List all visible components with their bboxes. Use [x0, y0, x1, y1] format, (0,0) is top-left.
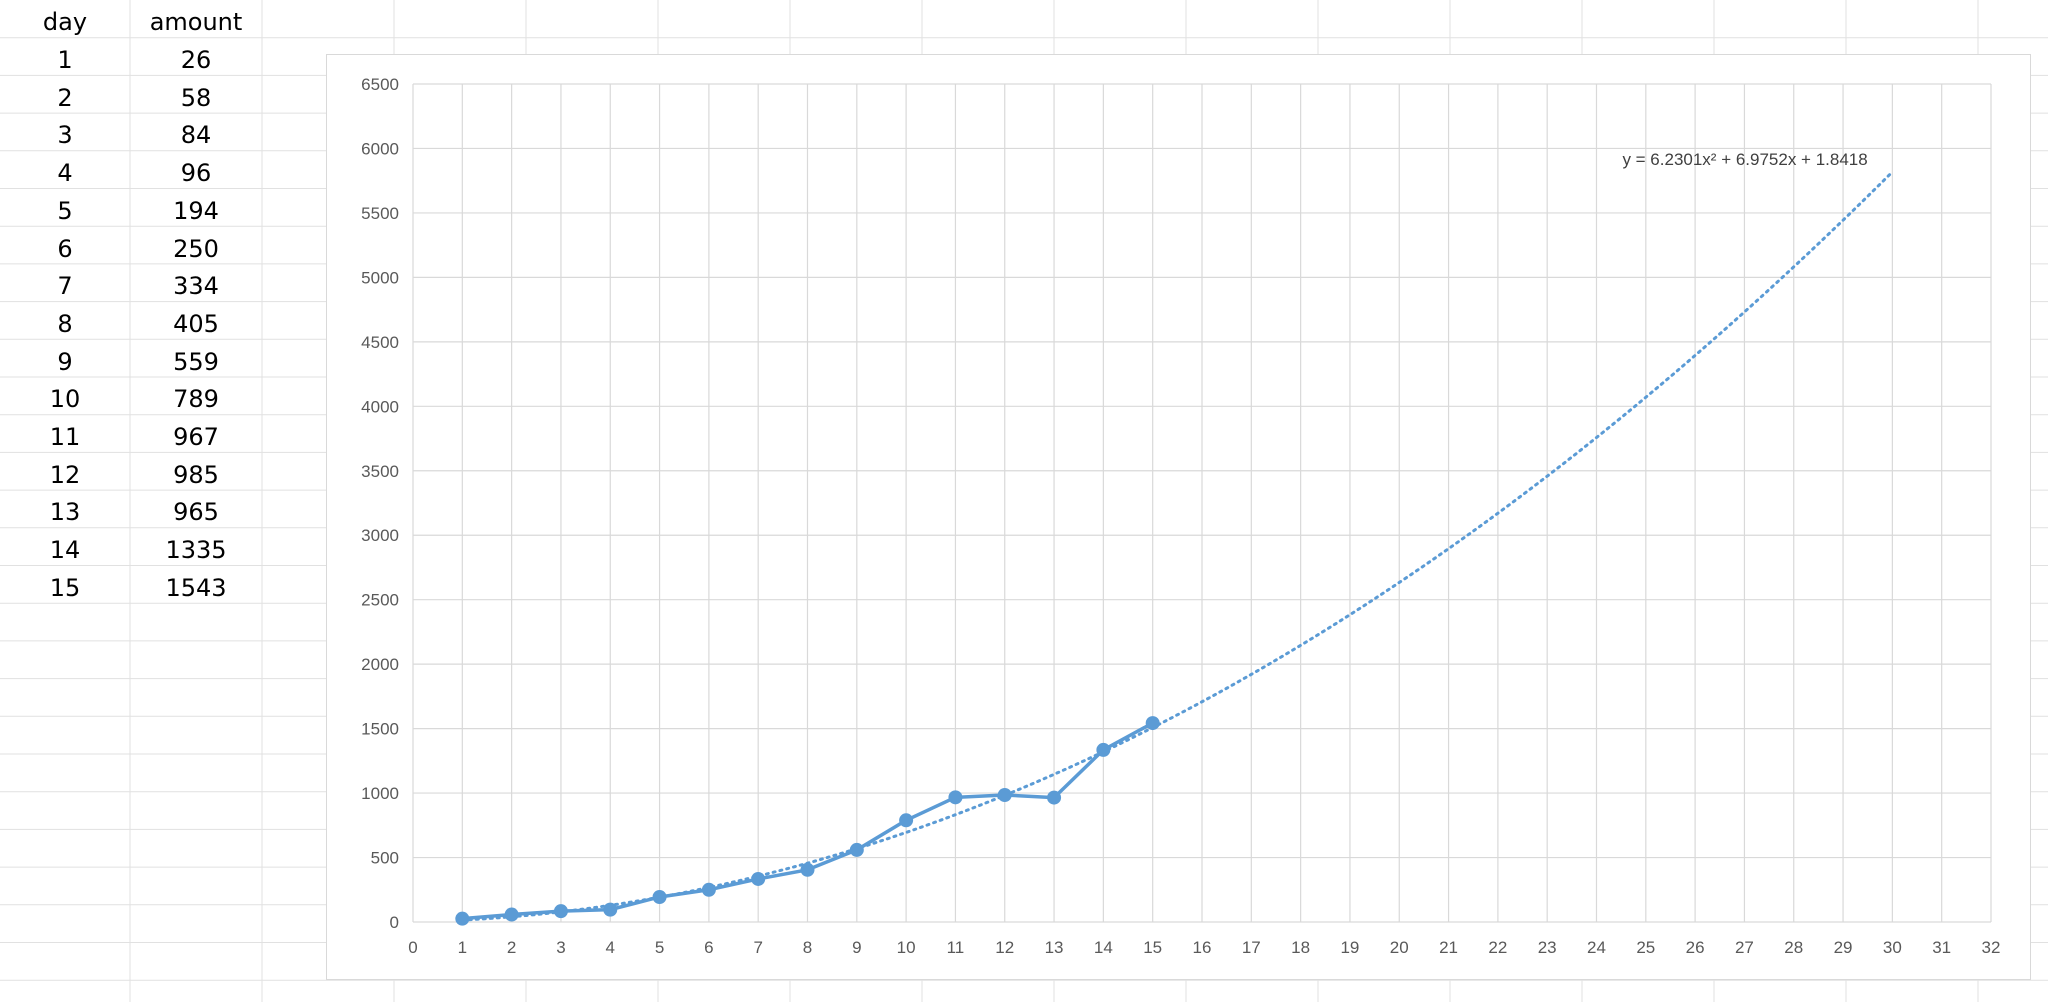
- x-tick-label: 23: [1538, 938, 1557, 957]
- x-tick-label: 27: [1735, 938, 1754, 957]
- cell-day[interactable]: 9: [57, 347, 73, 376]
- cell-amount[interactable]: 559: [173, 347, 219, 376]
- cell-amount[interactable]: 334: [173, 272, 219, 301]
- x-tick-label: 4: [606, 938, 615, 957]
- chart-area[interactable]: 0 500 1000 1500 2000 2500 3000 3500 4000 4500 5000…: [326, 54, 2031, 980]
- data-point: [1047, 790, 1062, 805]
- cell-day[interactable]: 15: [49, 573, 81, 602]
- data-point: [849, 842, 864, 857]
- x-tick-label: 24: [1587, 938, 1606, 957]
- y-tick-label: 500: [371, 849, 399, 868]
- x-tick-label: 22: [1488, 938, 1507, 957]
- data-point: [751, 871, 766, 886]
- cell-amount[interactable]: 789: [173, 385, 219, 414]
- trendline-equation: y = 6.2301x² + 6.9752x + 1.8418: [1622, 150, 1867, 169]
- data-point: [603, 902, 618, 917]
- x-tick-label: 30: [1883, 938, 1902, 957]
- cell-day[interactable]: 6: [57, 234, 73, 263]
- x-tick-label: 19: [1340, 938, 1359, 957]
- cell-day[interactable]: 8: [57, 309, 73, 338]
- data-point: [504, 907, 519, 922]
- x-tick-label: 32: [1982, 938, 2001, 957]
- x-tick-label: 8: [803, 938, 812, 957]
- x-tick-label: 1: [458, 938, 467, 957]
- y-tick-label: 1500: [361, 720, 399, 739]
- cell-amount[interactable]: 250: [173, 234, 219, 263]
- data-point: [800, 862, 815, 877]
- x-tick-label: 11: [947, 938, 965, 957]
- cell-amount[interactable]: 96: [180, 159, 212, 188]
- header-day[interactable]: day: [42, 8, 88, 36]
- x-tick-label: 0: [408, 938, 417, 957]
- x-tick-label: 25: [1636, 938, 1655, 957]
- data-point: [701, 882, 716, 897]
- y-tick-label: 1000: [361, 784, 399, 803]
- cell-day[interactable]: 7: [57, 272, 73, 301]
- cell-amount[interactable]: 26: [180, 46, 212, 74]
- data-point: [899, 813, 914, 828]
- data-point: [948, 790, 963, 805]
- x-tick-label: 2: [507, 938, 516, 957]
- data-point: [1096, 742, 1111, 757]
- cell-amount[interactable]: 194: [173, 196, 219, 225]
- x-tick-label: 7: [753, 938, 762, 957]
- x-tick-label: 21: [1439, 938, 1458, 957]
- x-tick-label: 26: [1686, 938, 1705, 957]
- cell-day[interactable]: 12: [49, 460, 81, 489]
- cell-day[interactable]: 13: [49, 498, 81, 527]
- y-tick-label: 5500: [361, 204, 399, 223]
- x-tick-label: 15: [1143, 938, 1162, 957]
- x-tick-label: 28: [1784, 938, 1803, 957]
- cell-amount[interactable]: 1543: [165, 573, 227, 602]
- cell-amount[interactable]: 967: [173, 423, 219, 451]
- cell-day[interactable]: 3: [57, 121, 73, 150]
- data-point: [652, 889, 667, 904]
- cell-amount[interactable]: 84: [180, 121, 212, 150]
- chart-svg: 0 500 1000 1500 2000 2500 3000 3500 4000 4500 5000…: [361, 75, 2001, 957]
- x-tick-label: 16: [1193, 938, 1212, 957]
- x-tick-label: 5: [655, 938, 664, 957]
- cell-day[interactable]: 1: [57, 46, 73, 74]
- x-tick-label: 12: [995, 938, 1014, 957]
- cell-day[interactable]: 11: [49, 423, 81, 451]
- x-tick-label: 29: [1834, 938, 1853, 957]
- y-tick-label: 5000: [361, 268, 399, 287]
- x-tick-label: 3: [556, 938, 565, 957]
- data-point: [553, 904, 568, 919]
- y-tick-label: 4500: [361, 333, 399, 352]
- y-tick-label: 6500: [361, 75, 399, 94]
- cell-amount[interactable]: 405: [173, 309, 219, 338]
- x-tick-label: 17: [1242, 938, 1261, 957]
- cell-day[interactable]: 5: [57, 196, 73, 225]
- y-tick-label: 0: [390, 913, 399, 932]
- header-amount[interactable]: amount: [149, 8, 243, 36]
- x-tick-label: 9: [852, 938, 861, 957]
- cell-amount[interactable]: 1335: [165, 536, 227, 565]
- x-tick-label: 6: [704, 938, 713, 957]
- y-tick-label: 4000: [361, 397, 399, 416]
- y-tick-label: 2500: [361, 591, 399, 610]
- data-point: [997, 788, 1012, 803]
- cell-day[interactable]: 4: [57, 159, 73, 188]
- cell-day[interactable]: 14: [49, 536, 81, 565]
- cell-day[interactable]: 2: [57, 83, 73, 112]
- cell-amount[interactable]: 965: [173, 498, 219, 527]
- x-tick-label: 14: [1094, 938, 1113, 957]
- y-tick-label: 3500: [361, 462, 399, 481]
- cell-amount[interactable]: 985: [173, 460, 219, 489]
- cell-day[interactable]: 10: [49, 385, 81, 414]
- cell-amount[interactable]: 58: [180, 83, 212, 112]
- x-tick-label: 18: [1291, 938, 1310, 957]
- data-point: [1145, 716, 1160, 731]
- y-tick-label: 6000: [361, 139, 399, 158]
- trendline: [460, 170, 1894, 922]
- x-tick-label: 10: [897, 938, 916, 957]
- x-tick-label: 13: [1045, 938, 1064, 957]
- y-tick-label: 3000: [361, 526, 399, 545]
- y-tick-label: 2000: [361, 655, 399, 674]
- x-tick-label: 20: [1390, 938, 1409, 957]
- data-point: [455, 911, 470, 926]
- x-tick-label: 31: [1932, 938, 1951, 957]
